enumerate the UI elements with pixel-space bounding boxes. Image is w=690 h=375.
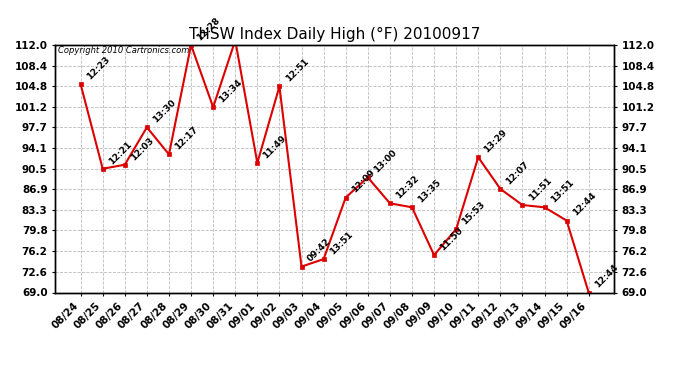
Text: 13:29: 13:29 [482, 128, 509, 154]
Text: 12:21: 12:21 [107, 140, 133, 166]
Title: THSW Index Daily High (°F) 20100917: THSW Index Daily High (°F) 20100917 [189, 27, 480, 42]
Text: 12:09: 12:09 [350, 168, 377, 195]
Text: 13:51: 13:51 [328, 230, 355, 256]
Text: 11:50: 11:50 [438, 226, 465, 252]
Text: 12:32: 12:32 [394, 174, 421, 201]
Text: 11:49: 11:49 [262, 134, 288, 160]
Text: 15:53: 15:53 [460, 200, 487, 226]
Text: 13:35: 13:35 [416, 178, 443, 204]
Text: 12:50: 12:50 [0, 374, 1, 375]
Text: 12:07: 12:07 [504, 159, 531, 186]
Text: 13:34: 13:34 [217, 78, 244, 104]
Text: 09:42: 09:42 [306, 237, 333, 264]
Text: 11:51: 11:51 [526, 176, 553, 202]
Text: 12:23: 12:23 [85, 55, 111, 81]
Text: 12:44: 12:44 [593, 263, 620, 290]
Text: 12:51: 12:51 [284, 57, 310, 84]
Text: 12:17: 12:17 [173, 125, 200, 152]
Text: 13:00: 13:00 [372, 148, 398, 175]
Text: 12:28: 12:28 [195, 16, 221, 42]
Text: 13:30: 13:30 [151, 98, 177, 124]
Text: 12:44: 12:44 [571, 191, 598, 218]
Text: 13:51: 13:51 [549, 178, 575, 204]
Text: 12:03: 12:03 [129, 135, 155, 162]
Text: Copyright 2010 Cartronics.com: Copyright 2010 Cartronics.com [58, 46, 189, 55]
